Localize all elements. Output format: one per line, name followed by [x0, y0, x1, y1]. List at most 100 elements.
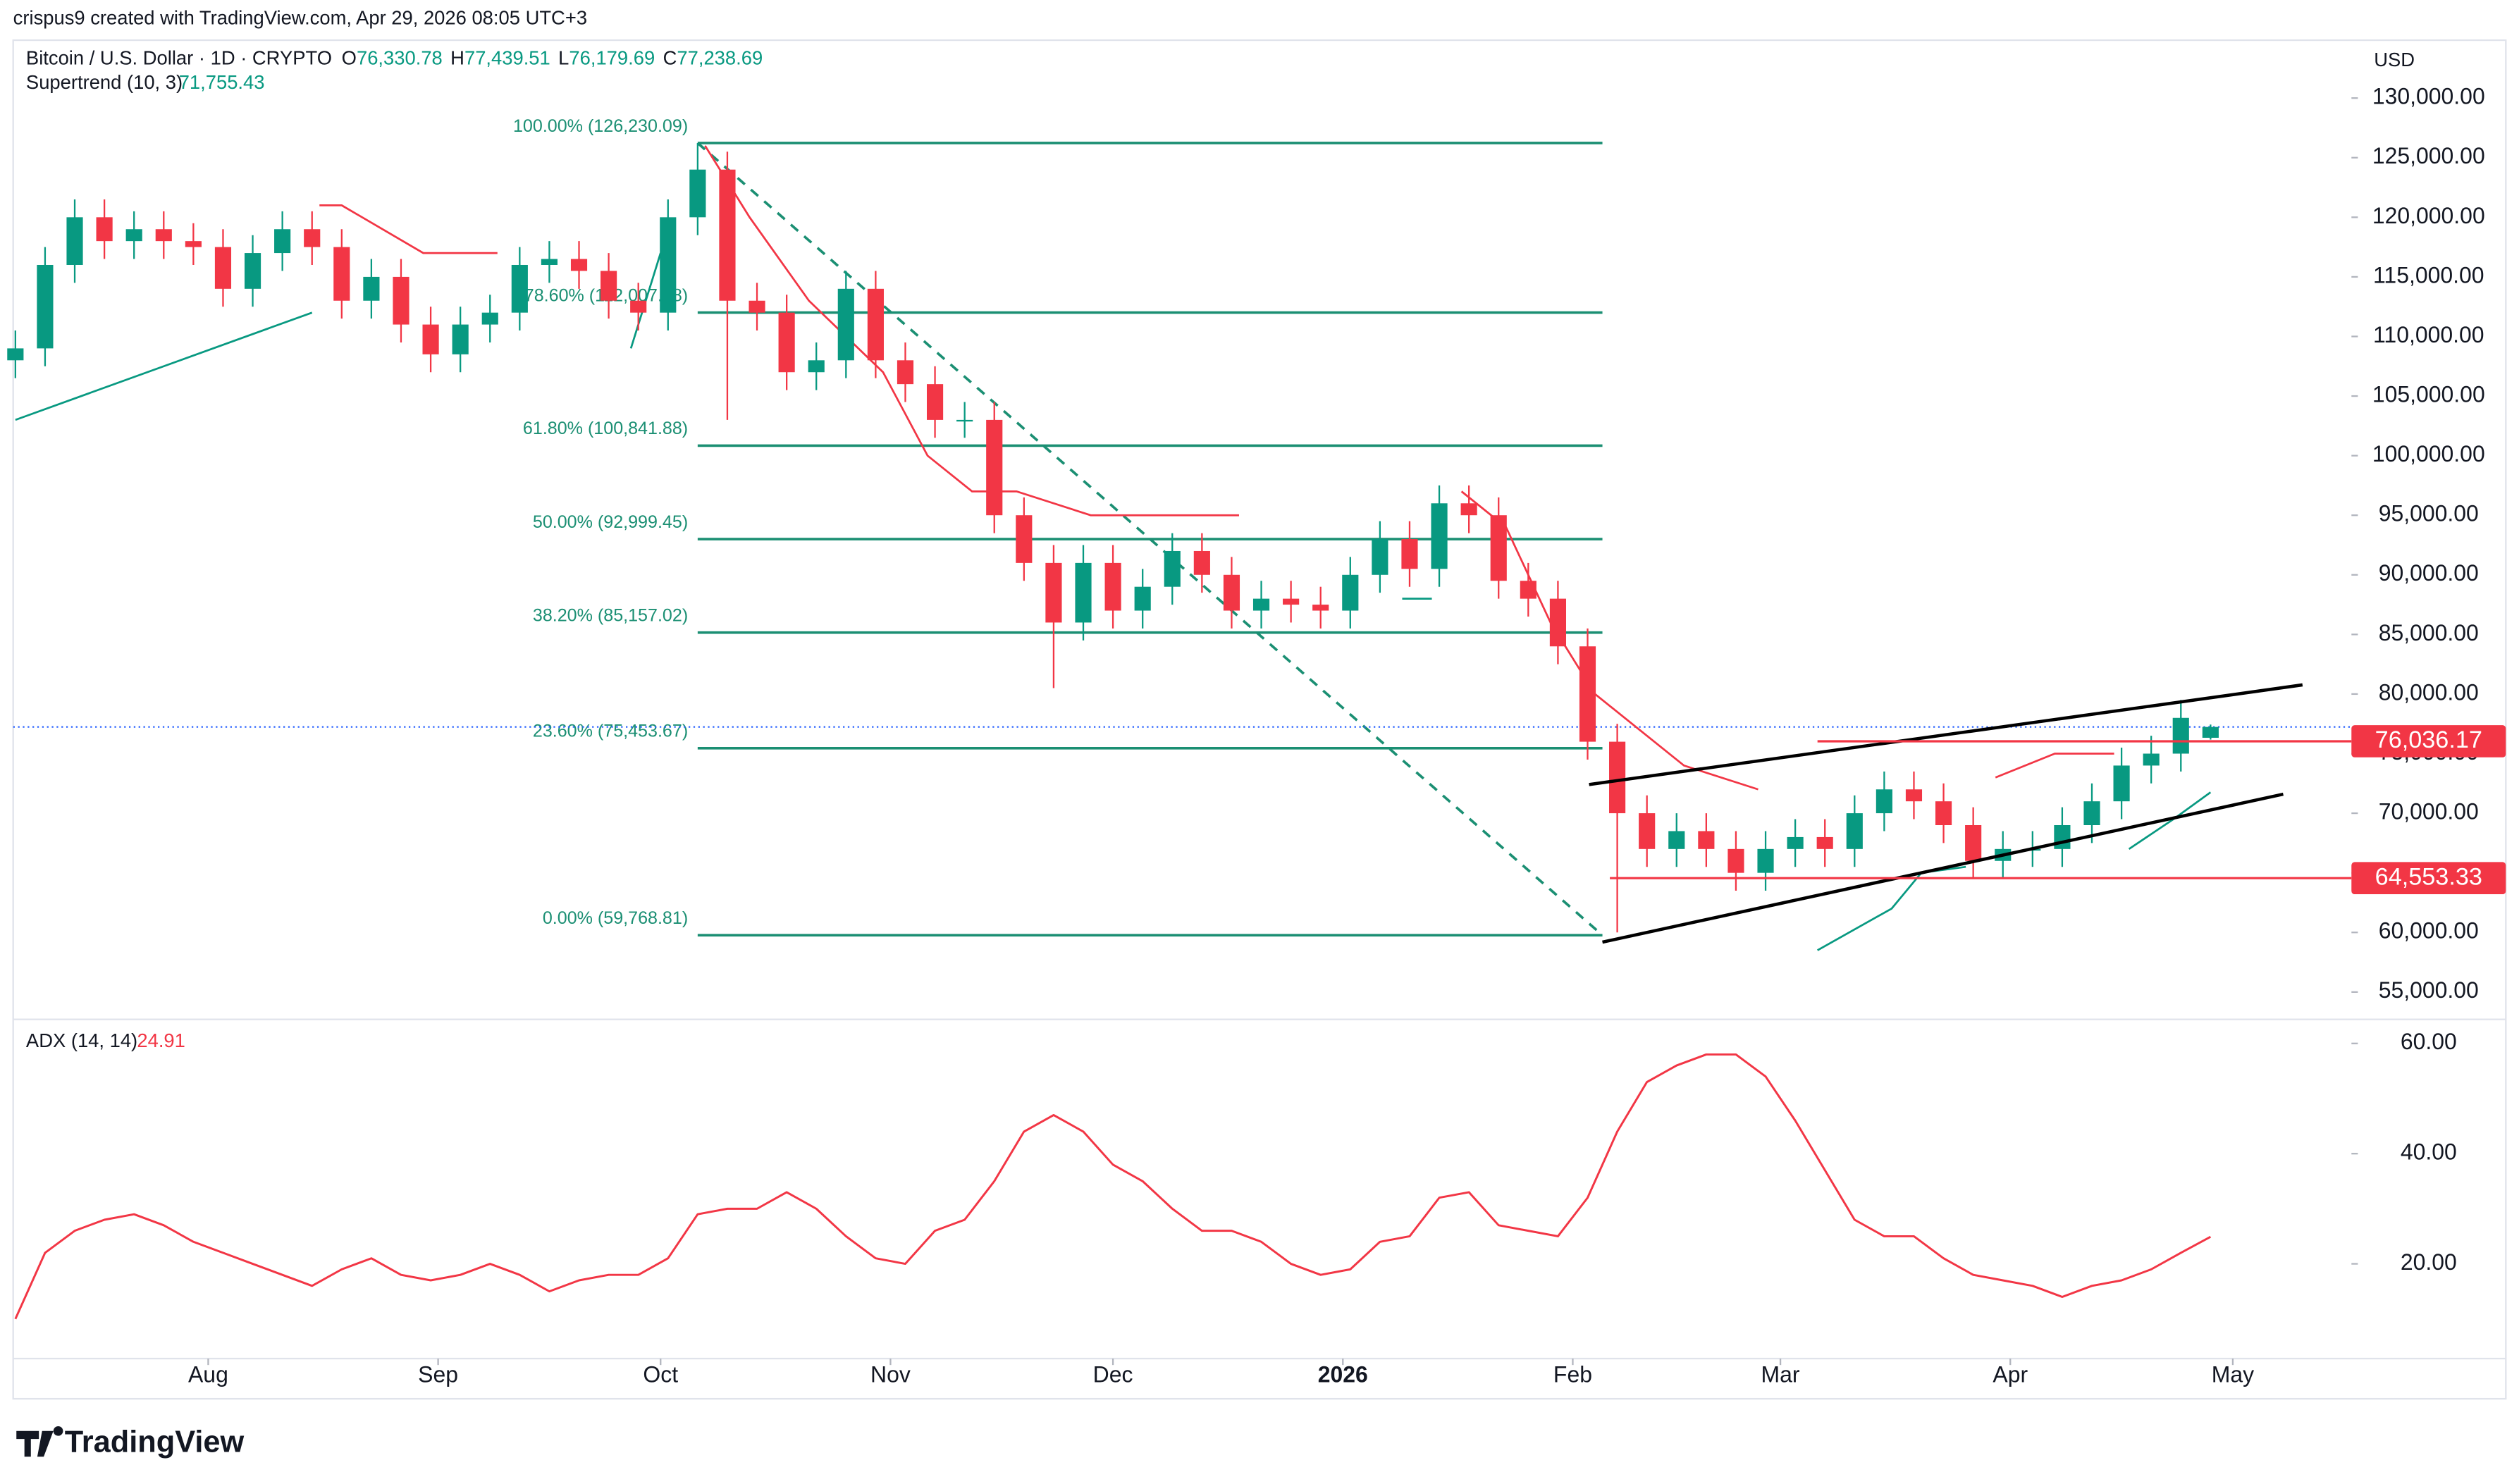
- ohlc-value: 76,179.69: [569, 47, 655, 69]
- candle-body: [1816, 836, 1833, 849]
- supertrend-line: [1817, 865, 1966, 951]
- candle-body: [867, 288, 884, 361]
- candle-body: [1134, 586, 1151, 611]
- candle-body: [1460, 503, 1477, 516]
- y-tick-label: 105,000.00: [2372, 381, 2485, 407]
- candle-body: [1193, 550, 1210, 575]
- candle-body: [541, 259, 558, 265]
- supertrend-line: [1995, 753, 2114, 779]
- candle-body: [1045, 562, 1062, 623]
- logo: TradingView: [16, 1425, 245, 1459]
- price-badge: [2351, 862, 2506, 895]
- adx-title: ADX (14, 14): [26, 1029, 137, 1051]
- candle-body: [96, 217, 113, 242]
- y-tick-label: 130,000.00: [2372, 84, 2485, 109]
- ohlc-key: H: [450, 47, 464, 69]
- candle-body: [1342, 574, 1359, 611]
- fib-label: 100.00% (126,230.09): [513, 116, 688, 136]
- candle-body: [1876, 789, 1892, 814]
- candle-body: [778, 312, 795, 373]
- candle-body: [511, 264, 528, 313]
- x-tick-label: Nov: [870, 1362, 911, 1387]
- frame: [12, 39, 2507, 1400]
- y-tick-label: 55,000.00: [2379, 977, 2479, 1003]
- supertrend-line: [319, 204, 498, 254]
- y-tick-label: 95,000.00: [2379, 501, 2479, 526]
- candle-body: [7, 348, 24, 361]
- candle-body: [481, 312, 498, 325]
- candle-body: [1698, 831, 1715, 849]
- candle-body: [1905, 789, 1923, 802]
- candle-body: [1283, 598, 1300, 605]
- symbol: Bitcoin / U.S. Dollar · 1D · CRYPTO: [26, 47, 332, 69]
- candle-body: [630, 300, 647, 313]
- y-tick-label: 20.00: [2401, 1249, 2457, 1275]
- candle-body: [1431, 503, 1448, 569]
- ohlc-key: L: [558, 47, 569, 69]
- candle-body: [926, 384, 944, 420]
- candle-body: [1787, 836, 1804, 849]
- x-tick-label: Oct: [643, 1362, 678, 1387]
- y-tick-label: 70,000.00: [2379, 799, 2479, 824]
- candle-body: [719, 169, 736, 301]
- candle-body: [244, 253, 261, 289]
- candle-body: [956, 419, 973, 422]
- y-tick-label: 110,000.00: [2373, 322, 2484, 347]
- candle-body: [37, 264, 54, 349]
- y-tick-label: 60,000.00: [2379, 918, 2479, 944]
- candle-body: [363, 276, 380, 301]
- candle-body: [452, 324, 469, 354]
- candle-body: [1579, 646, 1596, 742]
- candle-body: [1757, 848, 1774, 873]
- candle-body: [1727, 848, 1744, 873]
- logo-mark: [16, 1426, 63, 1457]
- candle-body: [1935, 801, 1952, 825]
- fib-trend: [696, 142, 1603, 936]
- candle-body: [1223, 574, 1240, 611]
- candle-body: [1401, 539, 1418, 569]
- x-tick-label: 2026: [1318, 1362, 1368, 1387]
- y-tick-label: 85,000.00: [2379, 620, 2479, 645]
- candle-body: [185, 241, 202, 247]
- price-badge-label: 64,553.33: [2375, 863, 2482, 890]
- ohlc-key: C: [663, 47, 677, 69]
- candle-body: [1252, 598, 1270, 611]
- candle-body: [1164, 550, 1181, 587]
- x-tick-label: Sep: [418, 1362, 458, 1387]
- adx-value: 24.91: [137, 1029, 185, 1051]
- candle-body: [986, 419, 1003, 516]
- supertrend-name: Supertrend (10, 3): [26, 71, 183, 93]
- candle-body: [1372, 539, 1388, 575]
- candle-body: [2113, 765, 2130, 802]
- candle-body: [2083, 801, 2100, 825]
- ohlc-value: 76,330.78: [357, 47, 443, 69]
- candle-body: [837, 288, 854, 361]
- candle-body: [393, 276, 409, 325]
- candle-body: [1104, 562, 1121, 611]
- currency: USD: [2374, 49, 2415, 70]
- x-tick-label: Mar: [1761, 1362, 1800, 1387]
- candle-body: [2172, 717, 2189, 754]
- adx-line: [14, 1053, 2212, 1320]
- ohlc-value: 77,238.69: [677, 47, 763, 69]
- x-tick-label: Dec: [1093, 1362, 1133, 1387]
- supertrend-line: [704, 145, 1239, 517]
- candle-body: [125, 229, 142, 242]
- candle-body: [660, 217, 677, 313]
- candle-body: [1490, 515, 1507, 581]
- candle-body: [1549, 598, 1566, 647]
- candle-body: [570, 259, 588, 271]
- candle-body: [304, 229, 321, 247]
- candle-body: [155, 229, 172, 242]
- fib-label: 61.80% (100,841.88): [523, 419, 688, 438]
- y-tick-label: 100,000.00: [2372, 441, 2485, 466]
- candle-body: [1609, 741, 1626, 814]
- y-tick-label: 90,000.00: [2379, 560, 2479, 586]
- ohlc-value: 77,439.51: [464, 47, 550, 69]
- candle-body: [1520, 581, 1536, 599]
- y-tick-label: 120,000.00: [2372, 203, 2485, 228]
- fib-label: 38.20% (85,157.02): [533, 606, 688, 626]
- candle-body: [1639, 813, 1656, 849]
- candle-body: [1965, 824, 1982, 861]
